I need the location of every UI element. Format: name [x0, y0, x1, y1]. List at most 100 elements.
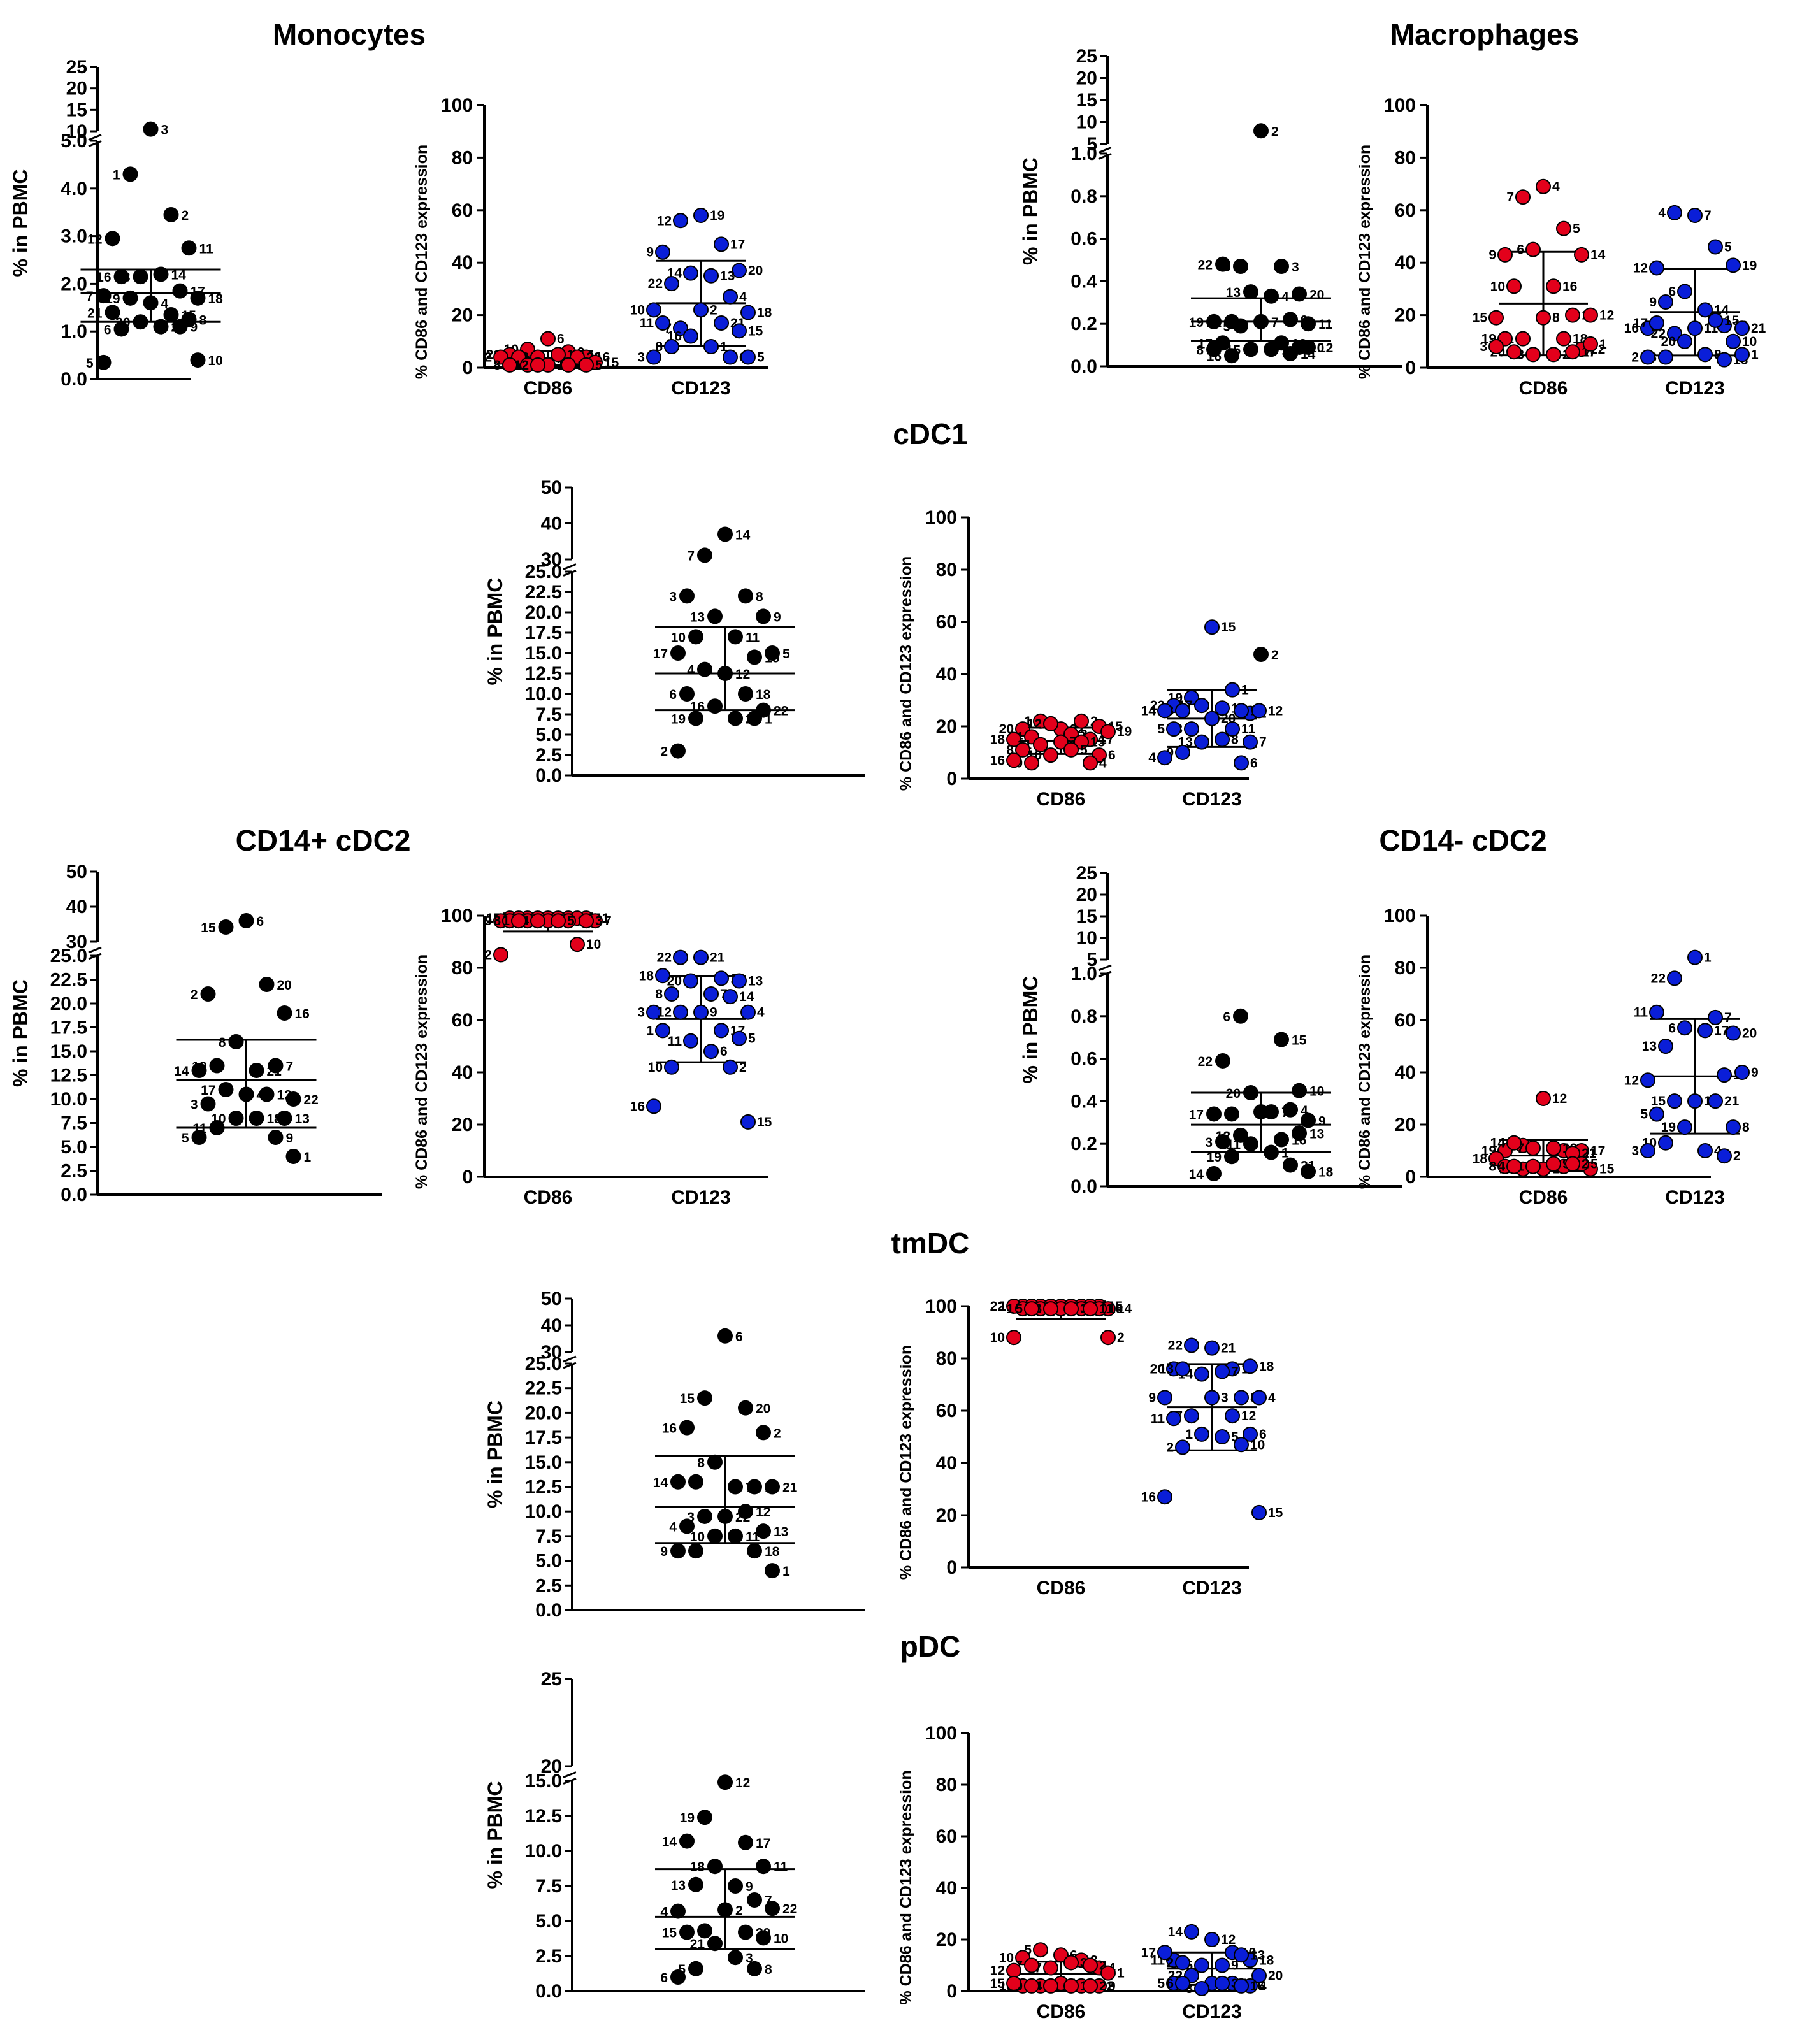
cd14-cdc2-exp-cd123-point-label: 1 — [1704, 951, 1712, 965]
monocytes-pbmc-point-label: 18 — [208, 292, 224, 306]
cd14-cdc2-exp-cd123-point-label: 19 — [1661, 1120, 1676, 1135]
cdc1-pbmc-point-label: 9 — [774, 610, 781, 624]
macrophages-pbmc-tick-label: 1.0 — [1070, 143, 1097, 164]
tmdc-exp-cd123-point — [1194, 1426, 1209, 1442]
pdc-pbmc-point — [707, 1936, 723, 1952]
tmdc-exp-cd123-point-label: 3 — [1221, 1391, 1229, 1406]
cd14plus-cdc2-pbmc-point — [277, 1005, 292, 1021]
cd14-cdc2-exp-cd123-point-label: 6 — [1668, 1021, 1676, 1035]
tmdc-exp-cd123-point-label: 1 — [1185, 1427, 1193, 1442]
cd14-cdc2-exp-tick-label: 100 — [1384, 905, 1416, 926]
macrophages-exp-cd123-point-label: 12 — [1633, 261, 1648, 275]
macrophages-exp-cd123-point — [1734, 320, 1750, 336]
tmdc-pbmc-tick-label: 50 — [541, 1288, 562, 1309]
macrophages-pbmc-point — [1233, 318, 1248, 334]
macrophages-exp-cd123-point-label: 4 — [1658, 206, 1666, 220]
cdc1-pbmc-tick-label: 30 — [541, 549, 562, 570]
cdc1-title: cDC1 — [893, 417, 968, 450]
cd14plus-cdc2-pbmc-point-label: 3 — [191, 1098, 198, 1112]
cdc1-pbmc-point — [697, 547, 712, 563]
pdc-exp-cd86-point-label: 10 — [999, 1950, 1014, 1965]
cd14-cdc2-exp-cd123-point — [1697, 1143, 1713, 1158]
tmdc-pbmc-point-label: 10 — [690, 1530, 705, 1544]
macrophages-exp-cd86-point — [1515, 331, 1531, 347]
cdc1-exp-cd86-point — [1083, 755, 1098, 771]
pdc-pbmc-point — [756, 1859, 771, 1875]
macrophages-pbmc-tick-label: 15 — [1076, 90, 1097, 111]
macrophages-exp-tick-label: 20 — [1395, 305, 1416, 326]
monocytes-exp-cd86-point — [502, 357, 517, 373]
pdc-pbmc-point — [728, 1878, 743, 1894]
cd14-cdc2-exp-cd86-point-label: 17 — [1590, 1144, 1605, 1158]
tmdc-pbmc-point — [688, 1543, 703, 1559]
monocytes-pbmc-point — [190, 352, 206, 368]
monocytes-pbmc-point — [105, 305, 120, 320]
cd14-cdc2-pbmc-tick-label: 0.2 — [1070, 1134, 1097, 1155]
tmdc-exp-cd123-point — [1215, 1364, 1230, 1379]
cd14plus-cdc2-exp-cd123-point — [664, 1059, 679, 1075]
monocytes-pbmc-tick-label: 2.0 — [61, 273, 87, 294]
cd14plus-cdc2-pbmc-point-label: 16 — [295, 1007, 310, 1021]
pdc-exp-cd123-point — [1175, 1955, 1190, 1971]
macrophages-exp-cd86-point-label: 3 — [1480, 340, 1487, 354]
cdc1-pbmc-panel: % in PBMC 0.02.55.07.510.012.515.017.520.… — [484, 477, 865, 786]
macrophages-pbmc-point-label: 7 — [1271, 315, 1279, 330]
cd14-cdc2-exp-ylabel: % CD86 and CD123 expression — [1356, 954, 1374, 1189]
macrophages-exp-cd86-point — [1497, 247, 1513, 263]
macrophages-exp-cd123-point — [1708, 239, 1723, 255]
monocytes-exp-cd86-point — [530, 357, 545, 373]
cdc1-pbmc-point-label: 6 — [669, 687, 677, 702]
tmdc-exp-cd123-point-label: 10 — [1250, 1437, 1265, 1452]
macrophages-exp-cd123-point-label: 7 — [1704, 208, 1712, 223]
cd14plus-cdc2-exp-cd123-point-label: 11 — [668, 1034, 682, 1049]
cdc1-pbmc-point-label: 5 — [782, 647, 790, 661]
tmdc-pbmc-point-label: 21 — [782, 1481, 798, 1495]
cd14plus-cdc2-pbmc-tick-label: 17.5 — [50, 1018, 87, 1039]
macrophages-pbmc-tick-label: 20 — [1076, 68, 1097, 89]
cd14plus-cdc2-pbmc-point-label: 14 — [174, 1064, 189, 1079]
macrophages-exp-cd123-point-label: 21 — [1751, 321, 1766, 336]
monocytes-exp-cd123-point — [664, 276, 679, 292]
cdc1-exp-cd86-point — [1033, 737, 1048, 752]
monocytes-exp-cd86-point-label: 5 — [595, 358, 603, 373]
tmdc-exp-cd123-point — [1225, 1408, 1240, 1424]
pdc-exp-cd123-point-label: 13 — [1250, 1948, 1265, 1962]
cd14-cdc2-pbmc-tick-label: 0.8 — [1070, 1006, 1097, 1027]
pdc-pbmc-point-label: 14 — [662, 1835, 677, 1850]
cd14plus-cdc2-exp-tick-label: 80 — [452, 958, 473, 979]
tmdc-pbmc-point-label: 3 — [687, 1510, 695, 1525]
cd14plus-cdc2-pbmc-point — [285, 1091, 301, 1107]
macrophages-exp-cd123-point-label: 9 — [1649, 295, 1657, 310]
monocytes-exp-cd123-point — [673, 213, 688, 229]
macrophages-exp-cd86-point-label: 15 — [1473, 311, 1488, 326]
pdc-exp-cd86-point — [1043, 1978, 1058, 1994]
macrophages-exp-cd86-point — [1556, 220, 1571, 236]
cdc1-pbmc-point — [728, 710, 743, 726]
monocytes-exp-cd123-point-label: 2 — [710, 303, 717, 317]
monocytes-pbmc-point — [122, 166, 138, 182]
pdc-pbmc-tick-label: 12.5 — [525, 1806, 562, 1827]
monocytes-pbmc-point-label: 14 — [171, 268, 187, 282]
tmdc-exp-cd123-point — [1204, 1390, 1220, 1406]
macrophages-exp-cd86-point — [1583, 336, 1598, 352]
cdc1-exp-cd123-point — [1157, 703, 1172, 719]
cd14-cdc2-pbmc-point — [1283, 1157, 1298, 1173]
tmdc-pbmc-point — [738, 1400, 753, 1416]
monocytes-pbmc-point — [181, 240, 197, 256]
pdc-pbmc-point — [679, 1924, 695, 1940]
tmdc-exp-category-cd86: CD86 — [1037, 1578, 1086, 1599]
cd14-cdc2-exp-cd123-point — [1687, 949, 1703, 965]
macrophages-exp-cd86-point-label: 5 — [1573, 222, 1580, 236]
monocytes-pbmc-point — [153, 319, 169, 335]
monocytes-pbmc-point — [172, 319, 188, 335]
monocytes-exp-cd123-point-label: 19 — [710, 208, 724, 223]
tmdc-pbmc-point — [688, 1474, 703, 1490]
monocytes-pbmc-axis-break — [88, 134, 102, 147]
pdc-exp-cd86-point — [1006, 1962, 1021, 1978]
pdc-pbmc-point — [738, 1834, 753, 1850]
macrophages-exp-cd86-point — [1506, 344, 1522, 360]
pdc-title: pDC — [900, 1630, 961, 1663]
cd14-cdc2-exp-cd123-point — [1649, 1106, 1664, 1122]
monocytes-exp-cd123-point-label: 22 — [648, 277, 663, 291]
cdc1-exp-cd123-point-label: 1 — [1241, 683, 1249, 698]
